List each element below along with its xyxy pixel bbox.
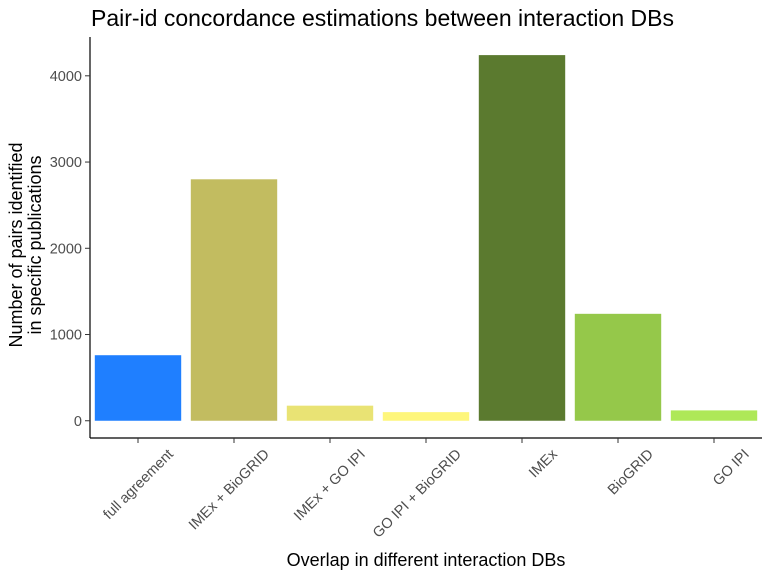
bar-2 (286, 405, 374, 421)
y-axis-ticks: 0 1000 2000 3000 4000 (50, 69, 90, 430)
y-tick-label-4: 4000 (50, 69, 82, 85)
x-tick-label-5: BioGRID (605, 447, 657, 499)
y-tick-label-2: 2000 (50, 241, 82, 257)
y-tick-label-3: 3000 (50, 155, 82, 171)
x-axis-ticks: full agreement IMEx + BioGRID IMEx + GO IP… (101, 438, 753, 541)
chart-title: Pair-id concordance estimations between … (91, 5, 674, 31)
bar-6 (670, 410, 758, 421)
x-tick-label-4: IMEx (526, 446, 561, 481)
y-tick-label-0: 0 (74, 414, 82, 430)
y-tick-label-1: 1000 (50, 328, 82, 344)
x-axis-title: Overlap in different interaction DBs (287, 550, 566, 570)
y-axis-title-line-1: Number of pairs identified (6, 142, 26, 347)
y-axis-title: Number of pairs identified in specific p… (6, 142, 45, 347)
x-tick-label-2: IMEx + GO IPI (291, 447, 369, 525)
x-tick-label-1: IMEx + BioGRID (186, 447, 273, 534)
bars-layer (94, 55, 758, 421)
x-tick-label-0: full agreement (101, 447, 177, 523)
y-axis-title-line-2: in specific publications (25, 155, 45, 334)
bar-4 (478, 55, 566, 421)
x-tick-label-3: GO IPI + BioGRID (370, 447, 465, 542)
x-tick-label-6: GO IPI (710, 447, 753, 490)
bar-0 (94, 355, 182, 421)
bar-3 (382, 412, 470, 421)
bar-5 (574, 313, 662, 421)
bar-1 (190, 179, 278, 421)
